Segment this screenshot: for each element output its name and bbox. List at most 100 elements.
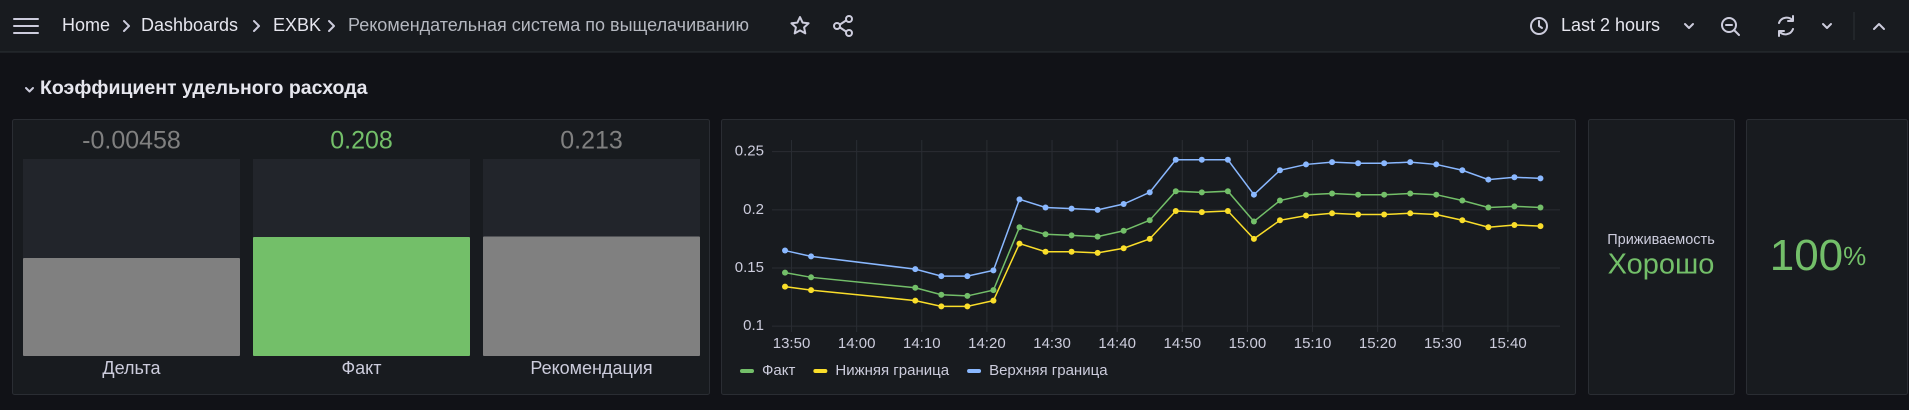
separator (328, 20, 335, 32)
point (1303, 161, 1310, 168)
point (938, 273, 945, 280)
row-chevron[interactable] (25, 87, 34, 93)
point (1224, 156, 1231, 163)
point (1120, 227, 1127, 234)
point (1407, 210, 1414, 217)
point (1250, 191, 1257, 198)
star-icon[interactable] (790, 16, 810, 35)
gauge-label: Рекомендация (530, 358, 652, 378)
chevron[interactable] (1822, 23, 1832, 29)
point (1537, 175, 1544, 182)
x-tick-label: 14:00 (838, 335, 876, 352)
point (1381, 160, 1388, 167)
x-tick-label: 15:40 (1489, 335, 1527, 352)
x-tick-label: 15:00 (1229, 335, 1267, 352)
point (938, 303, 945, 310)
point (1016, 224, 1023, 231)
refresh-icon[interactable] (1778, 15, 1794, 37)
point (1433, 161, 1440, 168)
gauge-value: -0.00458 (82, 127, 181, 155)
point (1146, 217, 1153, 224)
clock-icon (1530, 17, 1548, 35)
point (964, 273, 971, 280)
x-tick-label: 14:20 (968, 335, 1006, 352)
point (782, 247, 789, 254)
y-tick-label: 0.2 (743, 201, 764, 218)
point (1355, 160, 1362, 167)
point (1329, 210, 1336, 217)
point (964, 292, 971, 299)
stat-value: 100% (1770, 231, 1867, 280)
point (1172, 156, 1179, 163)
gauge-bar (253, 237, 470, 356)
point (1381, 191, 1388, 198)
point (1042, 231, 1049, 238)
point (964, 303, 971, 310)
point (1485, 176, 1492, 183)
point (808, 287, 815, 294)
chevron[interactable] (1684, 23, 1694, 29)
stat-label: Приживаемость (1607, 232, 1715, 248)
point (1250, 235, 1257, 242)
gauge-value: 0.213 (560, 127, 623, 155)
point (1094, 233, 1101, 240)
point (782, 269, 789, 276)
separator (253, 20, 260, 32)
legend-label: Верхняя граница (989, 362, 1108, 379)
separator (123, 20, 130, 32)
x-tick-label: 14:40 (1098, 335, 1136, 352)
point (1042, 248, 1049, 255)
point (1146, 235, 1153, 242)
breadcrumb[interactable]: EXBK (273, 15, 321, 35)
legend-label: Факт (762, 362, 795, 379)
point (1303, 212, 1310, 219)
point (1459, 197, 1466, 204)
point (1511, 174, 1518, 181)
point (990, 267, 997, 274)
point (808, 253, 815, 260)
stat-unit: % (1843, 241, 1866, 271)
point (1198, 209, 1205, 216)
point (1459, 217, 1466, 224)
collapse-icon[interactable] (1873, 23, 1885, 30)
point (912, 297, 919, 304)
point (1537, 204, 1544, 211)
time-range[interactable]: Last 2 hours (1561, 15, 1660, 35)
gauge-bar (23, 257, 240, 356)
breadcrumb[interactable]: Dashboards (141, 15, 238, 35)
x-tick-label: 13:50 (773, 335, 811, 352)
point (1172, 207, 1179, 214)
menu-icon[interactable] (13, 18, 39, 34)
point (808, 274, 815, 281)
point (1042, 204, 1049, 211)
point (1068, 205, 1075, 212)
point (1407, 190, 1414, 197)
point (1120, 245, 1127, 252)
zoom-out-icon[interactable] (1721, 17, 1740, 36)
point (1224, 188, 1231, 195)
point (1172, 188, 1179, 195)
breadcrumb[interactable]: Home (62, 15, 110, 35)
point (1303, 191, 1310, 198)
point (1068, 232, 1075, 239)
point (1511, 221, 1518, 228)
stat-number: 100 (1770, 231, 1843, 280)
point (1355, 211, 1362, 218)
legend-swatch (813, 369, 828, 373)
point (1094, 206, 1101, 213)
point (1094, 249, 1101, 256)
gauge-bar (483, 236, 700, 356)
share-icon[interactable] (833, 15, 853, 37)
point (912, 284, 919, 291)
point (1068, 248, 1075, 255)
point (1407, 159, 1414, 166)
point (1016, 196, 1023, 203)
stat-value: Хорошо (1608, 249, 1715, 281)
breadcrumb-current: Рекомендательная система по выщелачивани… (348, 15, 749, 35)
y-tick-label: 0.1 (743, 317, 764, 334)
point (1381, 211, 1388, 218)
y-tick-label: 0.25 (735, 143, 764, 160)
point (1329, 190, 1336, 197)
row-title[interactable]: Коэффициент удельного расхода (40, 77, 368, 99)
